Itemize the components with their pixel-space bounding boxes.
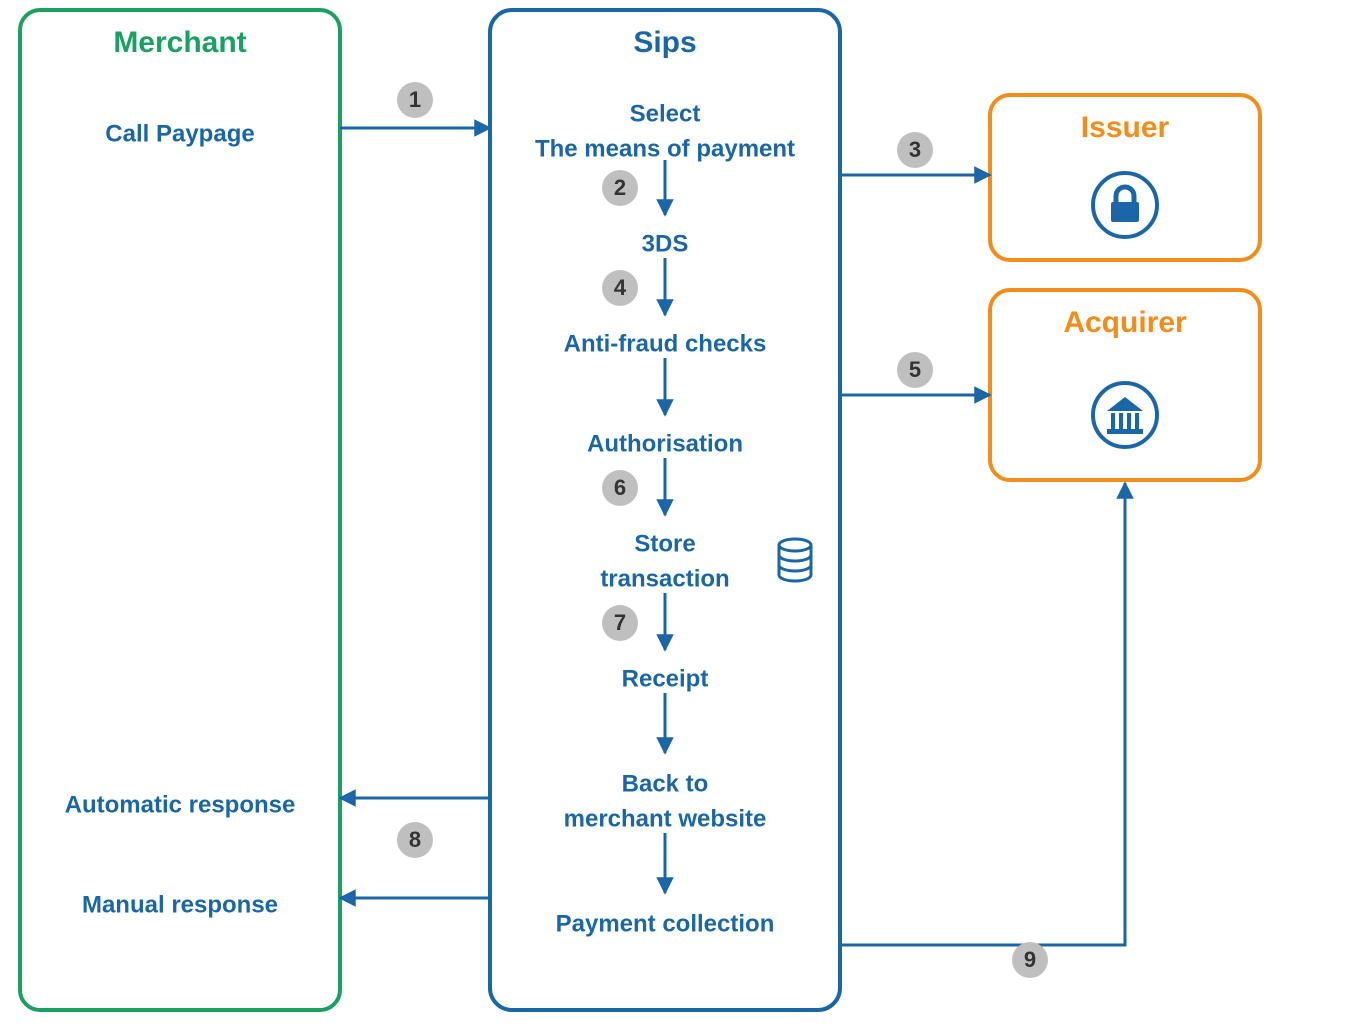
manual-response-label: Manual response — [82, 891, 278, 918]
step-badge-5: 5 — [897, 352, 933, 388]
svg-text:3: 3 — [909, 137, 921, 162]
step-select: Select — [630, 100, 701, 127]
call-paypage-label: Call Paypage — [105, 120, 254, 147]
bank-icon — [1093, 383, 1157, 447]
step-store: transaction — [600, 565, 729, 592]
step-collect: Payment collection — [556, 910, 775, 937]
step-authorisation: Authorisation — [587, 430, 743, 457]
step-badge-6: 6 — [602, 470, 638, 506]
payment-flow-diagram: Merchant Call Paypage Automatic response Ma… — [0, 0, 1371, 1034]
step-back: Back to — [622, 770, 709, 797]
issuer-box: Issuer — [990, 95, 1260, 260]
automatic-response-label: Automatic response — [65, 791, 296, 818]
svg-text:2: 2 — [614, 175, 626, 200]
svg-text:6: 6 — [614, 475, 626, 500]
step-receipt: Receipt — [622, 665, 709, 692]
step-badge-9: 9 — [1012, 942, 1048, 978]
acquirer-title: Acquirer — [1063, 306, 1187, 339]
step-3ds: 3DS — [642, 230, 689, 257]
step-badge-3: 3 — [897, 132, 933, 168]
svg-text:5: 5 — [909, 357, 921, 382]
svg-text:4: 4 — [614, 275, 627, 300]
bank-icon — [1107, 397, 1143, 434]
sips-title: Sips — [633, 26, 696, 59]
step-badge-7: 7 — [602, 605, 638, 641]
step-badge-2: 2 — [602, 170, 638, 206]
arrow-9 — [840, 483, 1125, 945]
step-antifraud: Anti-fraud checks — [564, 330, 767, 357]
step-badge-1: 1 — [397, 82, 433, 118]
merchant-title: Merchant — [113, 26, 246, 59]
step-select: The means of payment — [535, 135, 795, 162]
step-store: Store — [634, 530, 695, 557]
issuer-title: Issuer — [1081, 111, 1170, 144]
svg-text:8: 8 — [409, 827, 421, 852]
lock-icon — [1111, 187, 1139, 222]
acquirer-box: Acquirer — [990, 290, 1260, 480]
step-back: merchant website — [564, 805, 767, 832]
step-badge-8: 8 — [397, 822, 433, 858]
database-icon — [779, 539, 811, 581]
merchant-box: Merchant Call Paypage Automatic response Ma… — [20, 10, 340, 1010]
step-badge-4: 4 — [602, 270, 638, 306]
svg-text:7: 7 — [614, 610, 626, 635]
svg-text:1: 1 — [409, 87, 421, 112]
svg-text:9: 9 — [1024, 947, 1036, 972]
